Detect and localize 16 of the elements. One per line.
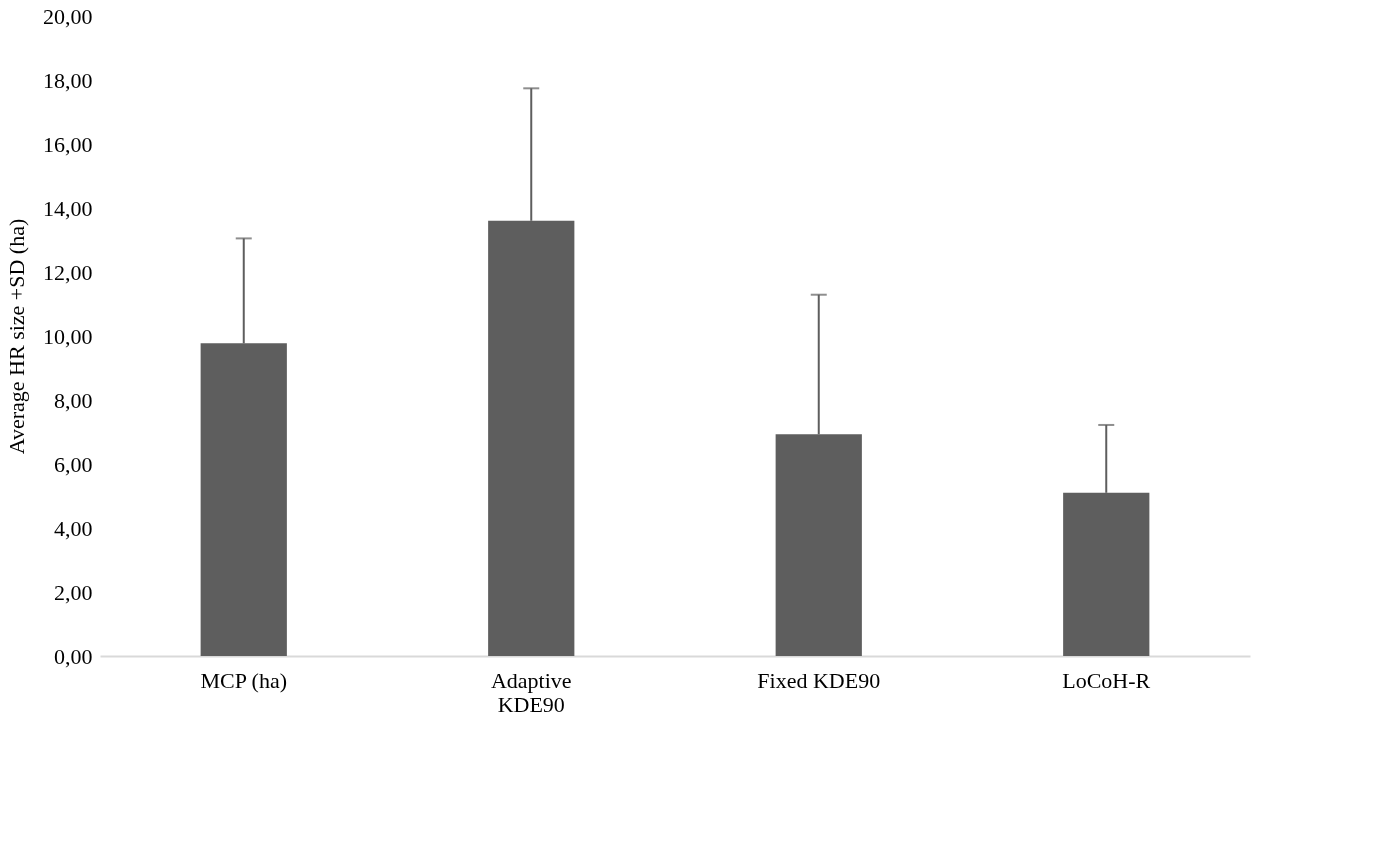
- y-tick-label: 0,00: [54, 643, 93, 669]
- y-tick-label: 10,00: [43, 323, 93, 349]
- y-tick-label: 6,00: [54, 451, 93, 477]
- y-tick-label: 12,00: [43, 259, 93, 285]
- y-axis-title: Average HR size +SD (ha): [4, 218, 29, 455]
- y-tick-label: 20,00: [43, 3, 93, 29]
- y-tick-label: 18,00: [43, 67, 93, 93]
- x-tick-label: Adaptive KDE90: [490, 667, 572, 717]
- y-tick-label: 8,00: [54, 387, 93, 413]
- y-tick-label: 2,00: [54, 579, 93, 605]
- y-tick-label: 16,00: [43, 131, 93, 157]
- y-tick-label: 4,00: [54, 515, 93, 541]
- y-tick-label: 14,00: [43, 195, 93, 221]
- x-tick-label: LoCoH-R: [1062, 667, 1151, 693]
- x-tick-label: MCP (ha): [200, 667, 288, 693]
- x-tick-label: Fixed KDE90: [757, 667, 881, 693]
